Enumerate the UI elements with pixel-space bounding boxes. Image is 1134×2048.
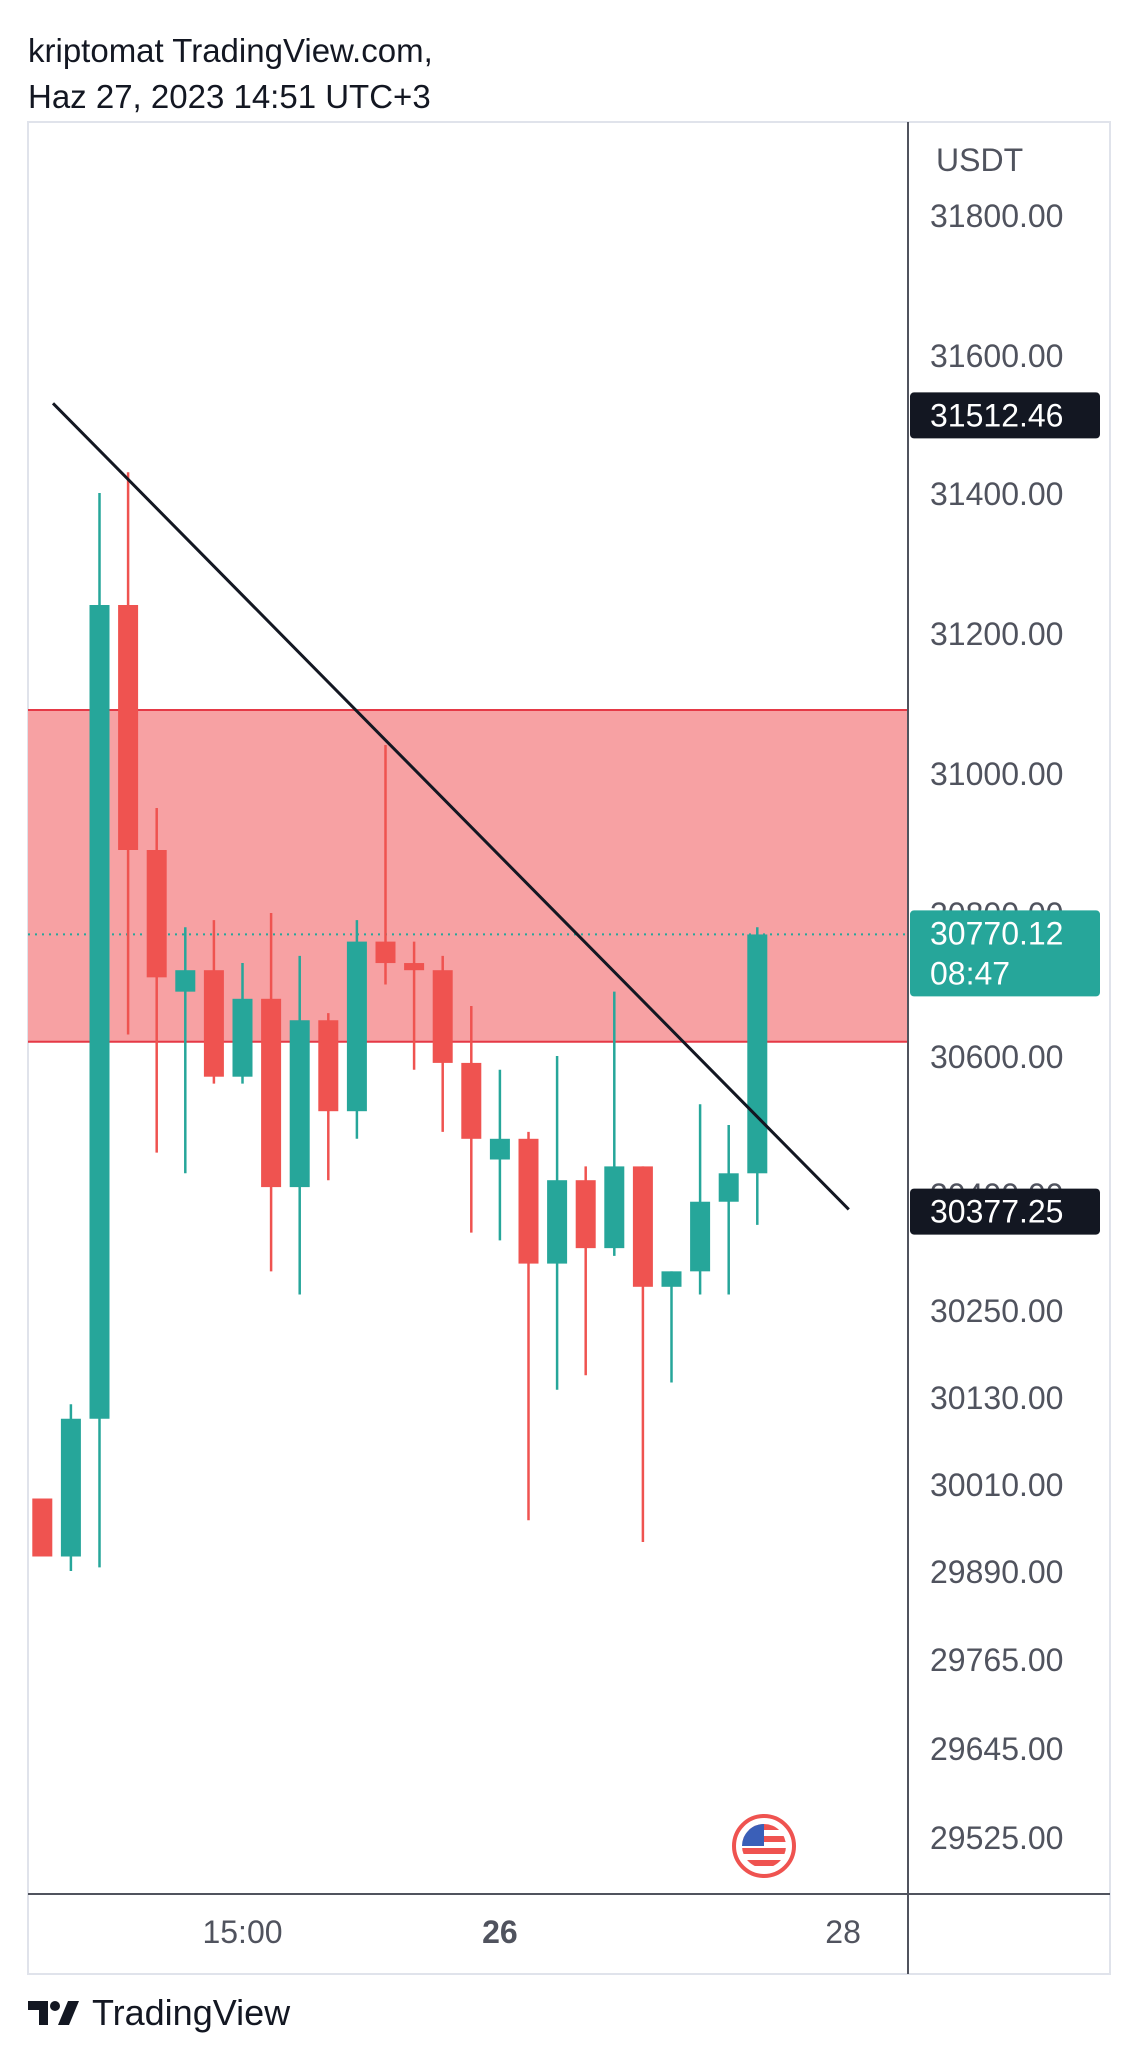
candle[interactable] bbox=[461, 1005, 482, 1233]
price-label-text: 30770.12 bbox=[930, 915, 1063, 951]
price-label-box bbox=[910, 1188, 1100, 1235]
price-tick-label: 30010.00 bbox=[930, 1467, 1063, 1503]
candle-body bbox=[432, 970, 453, 1063]
price-tick-label: 31200.00 bbox=[930, 616, 1063, 652]
price-label-box bbox=[910, 392, 1100, 439]
candle[interactable] bbox=[432, 955, 453, 1132]
header-datetime: Haz 27, 2023 14:51 UTC+3 bbox=[28, 78, 431, 115]
candle[interactable] bbox=[604, 991, 625, 1256]
current-price-label: 30770.12 08:47 bbox=[910, 910, 1100, 997]
price-axis-currency: USDT bbox=[936, 142, 1023, 178]
candle-body bbox=[203, 970, 224, 1077]
price-tick-label: 31800.00 bbox=[930, 198, 1063, 234]
candle-body bbox=[604, 1166, 625, 1249]
candle[interactable] bbox=[146, 808, 167, 1153]
candle-body bbox=[32, 1498, 53, 1557]
candle[interactable] bbox=[489, 1069, 510, 1241]
candle[interactable] bbox=[118, 472, 139, 1035]
price-marker-label: 31512.46 bbox=[910, 392, 1100, 439]
candle-body bbox=[718, 1173, 739, 1202]
price-marker-label: 30377.25 bbox=[910, 1188, 1100, 1235]
price-tick-label: 31000.00 bbox=[930, 756, 1063, 792]
candle-body bbox=[632, 1166, 653, 1287]
candle[interactable] bbox=[60, 1404, 81, 1571]
header-source: kriptomat TradingView.com, bbox=[28, 32, 433, 69]
candle-body bbox=[289, 1020, 310, 1188]
candle[interactable] bbox=[318, 1013, 339, 1181]
price-tick-label: 29525.00 bbox=[930, 1820, 1063, 1856]
candle-body bbox=[175, 970, 196, 992]
price-tick-label: 30600.00 bbox=[930, 1039, 1063, 1075]
footer: TradingView bbox=[28, 1992, 290, 2034]
candle-body bbox=[690, 1201, 711, 1272]
time-tick-label: 28 bbox=[825, 1914, 861, 1950]
candle-body bbox=[118, 605, 139, 850]
candle-body bbox=[261, 998, 282, 1188]
candle[interactable] bbox=[289, 955, 310, 1295]
candle-body bbox=[232, 998, 253, 1077]
candle-body bbox=[747, 934, 768, 1174]
price-tick-label: 29890.00 bbox=[930, 1554, 1063, 1590]
chart-header: kriptomat TradingView.com, Haz 27, 2023 … bbox=[28, 28, 433, 120]
time-tick-label: 15:00 bbox=[202, 1914, 282, 1950]
candle-body bbox=[461, 1062, 482, 1139]
candle-body bbox=[661, 1271, 682, 1287]
tradingview-logo-icon bbox=[28, 2001, 79, 2025]
candle-body bbox=[346, 941, 367, 1112]
price-label-countdown: 08:47 bbox=[930, 955, 1010, 991]
candle-body bbox=[518, 1138, 539, 1264]
candle-body bbox=[60, 1418, 81, 1557]
candle[interactable] bbox=[32, 1498, 53, 1557]
candle-body bbox=[404, 963, 425, 971]
candle-body bbox=[547, 1180, 568, 1264]
price-label-box bbox=[910, 910, 1100, 997]
candle[interactable] bbox=[661, 1271, 682, 1383]
price-tick-label: 29765.00 bbox=[930, 1642, 1063, 1678]
candle[interactable] bbox=[261, 913, 282, 1272]
candle[interactable] bbox=[547, 1056, 568, 1390]
candle[interactable] bbox=[404, 941, 425, 1070]
candle-body bbox=[489, 1138, 510, 1160]
candle-body bbox=[318, 1020, 339, 1112]
candle-body bbox=[146, 850, 167, 978]
candle[interactable] bbox=[175, 927, 196, 1174]
candle[interactable] bbox=[718, 1125, 739, 1295]
candlestick-chart[interactable]: USDT 31800.00 31600.00 31400.00 31200.00 3100… bbox=[0, 0, 1134, 1985]
candle-body bbox=[89, 605, 110, 1419]
candle[interactable] bbox=[346, 920, 367, 1139]
candle[interactable] bbox=[375, 745, 396, 985]
time-tick-label: 26 bbox=[482, 1914, 518, 1950]
candle[interactable] bbox=[575, 1166, 596, 1376]
candle[interactable] bbox=[690, 1104, 711, 1295]
price-tick-label: 31400.00 bbox=[930, 476, 1063, 512]
candle[interactable] bbox=[89, 493, 110, 1568]
price-tick-label: 30130.00 bbox=[930, 1380, 1063, 1416]
price-tick-label: 29645.00 bbox=[930, 1731, 1063, 1767]
candle-body bbox=[375, 941, 396, 964]
footer-brand: TradingView bbox=[92, 1992, 291, 2033]
price-label-text: 30377.25 bbox=[930, 1194, 1063, 1230]
candle-body bbox=[575, 1180, 596, 1249]
us-flag-icon[interactable] bbox=[732, 1814, 796, 1878]
candle[interactable] bbox=[518, 1131, 539, 1521]
candle[interactable] bbox=[632, 1166, 653, 1542]
price-tick-label: 31600.00 bbox=[930, 338, 1063, 374]
candle[interactable] bbox=[232, 963, 253, 1084]
price-label-text: 31512.46 bbox=[930, 397, 1063, 433]
candle[interactable] bbox=[203, 920, 224, 1084]
trendline[interactable] bbox=[51, 402, 850, 1211]
price-tick-label: 30250.00 bbox=[930, 1293, 1063, 1329]
